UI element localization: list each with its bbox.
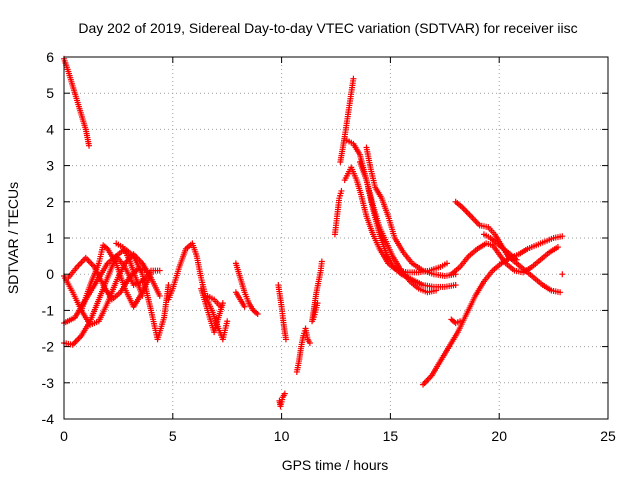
data-point [559, 233, 566, 240]
data-point [314, 300, 321, 307]
x-tick-label: 5 [169, 428, 177, 444]
data-point [452, 282, 459, 289]
grid [64, 57, 608, 419]
y-tick-label: 0 [46, 266, 54, 282]
series-arc-g [113, 240, 146, 299]
series-arc-a [61, 55, 93, 149]
y-tick-label: -1 [42, 302, 55, 318]
data-point [219, 300, 226, 307]
data-point [254, 311, 261, 318]
data-point [338, 187, 345, 194]
data-point [282, 336, 289, 343]
series-arc-ab [448, 316, 464, 327]
data-point [148, 271, 155, 278]
x-tick-label: 25 [600, 428, 616, 444]
y-tick-label: 5 [46, 85, 54, 101]
data-point [139, 292, 146, 299]
series-arc-m [276, 390, 288, 410]
series-arc-z [448, 240, 561, 278]
data-point [217, 303, 224, 310]
y-tick-label: 3 [46, 158, 54, 174]
x-tick-label: 10 [274, 428, 290, 444]
data-point [350, 75, 357, 82]
x-tick-labels: 0 5 10 15 20 25 [60, 428, 616, 444]
data-point [165, 282, 172, 289]
axis-ticks [63, 56, 609, 420]
series-arc-i [198, 285, 226, 336]
x-tick-label: 15 [383, 428, 399, 444]
series-arc-n [275, 282, 289, 343]
data-point [513, 256, 520, 263]
data-point [156, 267, 163, 274]
series-arc-s [337, 75, 357, 165]
data-point [318, 258, 325, 265]
series-arc-v [363, 144, 459, 280]
y-tick-labels: -4 -3 -2 -1 0 1 2 3 4 5 6 [42, 49, 55, 427]
series-arc-y [420, 233, 566, 388]
series-arc-h [165, 240, 231, 343]
series-arc-l [232, 289, 248, 310]
y-tick-label: 4 [46, 121, 54, 137]
data-point [224, 318, 231, 325]
data-point [557, 289, 564, 296]
y-tick-label: 6 [46, 49, 54, 65]
data-point [559, 271, 566, 278]
data-point [306, 339, 313, 346]
x-tick-label: 20 [491, 428, 507, 444]
y-tick-label: 2 [46, 194, 54, 210]
series-arc-p [309, 258, 325, 325]
data-point [433, 287, 440, 294]
series-arc-q [310, 300, 321, 323]
series-arc-o [293, 325, 313, 375]
y-axis-label: SDTVAR / TECUs [5, 182, 21, 294]
series-arc-w [356, 158, 440, 296]
series-arc-aa [480, 231, 520, 263]
data-point [86, 142, 93, 149]
series-arc-r [331, 187, 345, 238]
data-point [457, 318, 464, 325]
series-arc-ac [559, 271, 566, 278]
y-tick-label: 1 [46, 230, 54, 246]
y-tick-label: -2 [42, 339, 55, 355]
data-point [156, 292, 163, 299]
data-point [281, 390, 288, 397]
x-tick-label: 0 [60, 428, 68, 444]
data-point [143, 267, 150, 274]
data-point [443, 260, 450, 267]
series-arc-f [78, 242, 155, 314]
x-axis-label: GPS time / hours [282, 457, 389, 473]
data-points [61, 55, 566, 410]
chart-title: Day 202 of 2019, Sidereal Day-to-day VTE… [78, 20, 577, 36]
y-tick-label: -4 [42, 411, 55, 427]
series-arc-j [204, 292, 224, 310]
series-arc-x [452, 198, 564, 296]
data-point [554, 244, 561, 251]
y-tick-label: -3 [42, 375, 55, 391]
series-arc-k [232, 260, 261, 318]
data-point [241, 303, 248, 310]
